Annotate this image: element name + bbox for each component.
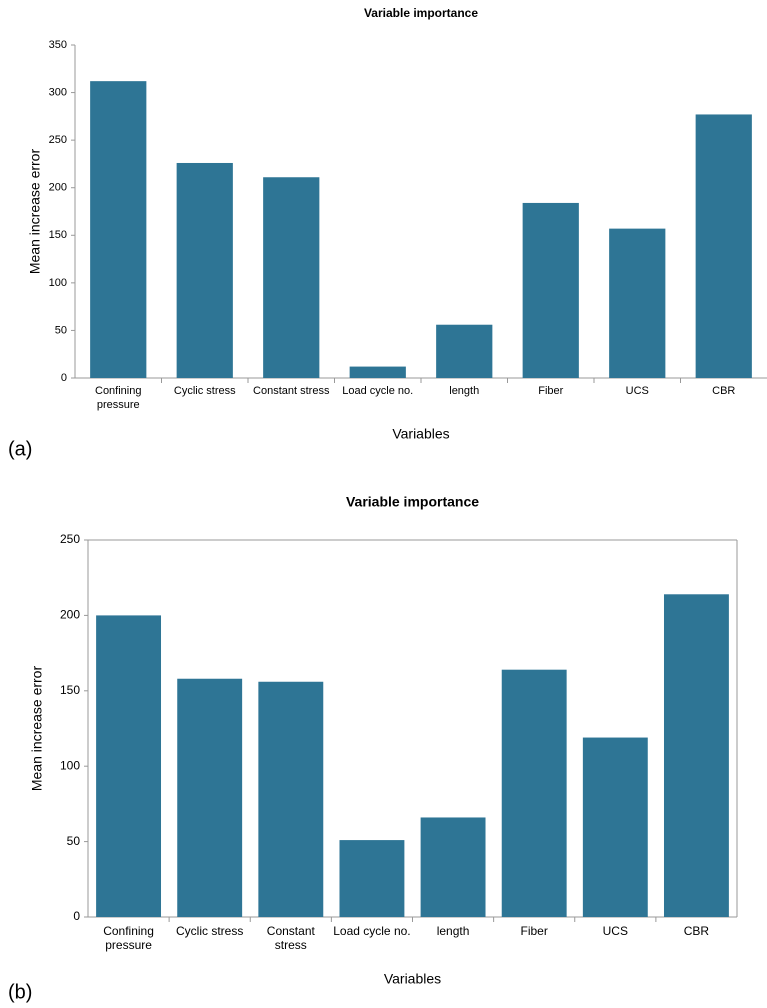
y-tick-label: 150	[60, 683, 80, 697]
x-tick-label-box: Fiber	[520, 924, 548, 938]
x-tick-label: Confining pressure	[95, 385, 142, 411]
x-tick-label-box: UCS	[602, 924, 628, 938]
y-tick-label: 50	[55, 324, 67, 336]
bar	[96, 615, 162, 917]
bar	[177, 678, 243, 917]
bar	[436, 324, 493, 378]
panel-label: (a)	[8, 438, 32, 460]
x-tick-label-box: Cyclic stress	[173, 385, 236, 397]
bar	[582, 737, 648, 917]
bar	[176, 162, 233, 378]
x-tick-label: Fiber	[520, 924, 548, 938]
y-tick-label: 300	[49, 86, 67, 98]
x-tick-label: Fiber	[538, 385, 564, 397]
bar	[263, 177, 320, 378]
x-tick-label-box: length	[436, 924, 470, 938]
y-axis-label: Mean increase error	[29, 666, 45, 792]
x-tick-label: UCS	[602, 924, 628, 938]
x-tick-label-box: CBR	[712, 385, 736, 397]
bar	[663, 594, 729, 917]
y-tick-label: 0	[61, 372, 67, 384]
x-tick-label: CBR	[712, 385, 736, 397]
x-axis-label: Variables	[392, 426, 449, 442]
x-tick-label: Load cycle no.	[333, 924, 411, 938]
x-tick-label-box: CBR	[683, 924, 710, 938]
x-tick-label: length	[436, 924, 470, 938]
bar	[90, 81, 147, 378]
y-axis-label: Mean increase error	[27, 149, 43, 275]
bar	[420, 817, 486, 917]
x-tick-label-box: Cyclic stress	[176, 924, 244, 938]
x-tick-label-box: Load cycle no.	[333, 924, 411, 938]
x-tick-label-box: UCS	[625, 385, 649, 397]
bar	[522, 202, 579, 378]
x-tick-label-box: Confining pressure	[103, 924, 154, 952]
x-tick-label-box: Confining pressure	[95, 385, 142, 411]
y-tick-label: 100	[60, 758, 80, 772]
y-tick-label: 100	[49, 277, 67, 289]
x-tick-label-box: Fiber	[538, 385, 564, 397]
chart-title: Variable importance	[364, 6, 478, 20]
x-tick-label-box: length	[449, 385, 480, 397]
x-tick-label: Cyclic stress	[176, 924, 244, 938]
y-tick-label: 250	[60, 532, 80, 546]
y-tick-label: 250	[49, 134, 67, 146]
bar	[609, 228, 666, 378]
bar	[258, 681, 324, 917]
y-tick-label: 150	[49, 229, 67, 241]
x-tick-label-box: Constant stress	[253, 385, 330, 397]
y-tick-label: 200	[49, 182, 67, 194]
y-tick-label: 50	[67, 834, 81, 848]
y-tick-label: 0	[73, 909, 80, 923]
x-tick-label: CBR	[683, 924, 710, 938]
bar	[349, 366, 406, 378]
panel-label: (b)	[8, 981, 32, 1003]
x-tick-label: Cyclic stress	[173, 385, 236, 397]
x-tick-label: Constant stress	[253, 385, 330, 397]
x-tick-label: UCS	[625, 385, 649, 397]
bar	[339, 840, 405, 917]
y-tick-label: 350	[49, 39, 67, 51]
x-axis-label: Variables	[384, 971, 441, 987]
chart-title: Variable importance	[346, 494, 479, 510]
x-tick-label-box: Load cycle no.	[342, 385, 414, 397]
y-tick-label: 200	[60, 608, 80, 622]
x-tick-label: Constant stress	[266, 924, 315, 952]
x-tick-label: Confining pressure	[103, 924, 154, 952]
bar	[501, 669, 567, 917]
bar	[695, 114, 752, 378]
x-tick-label: length	[449, 385, 480, 397]
x-tick-label-box: Constant stress	[266, 924, 315, 952]
x-tick-label: Load cycle no.	[342, 385, 414, 397]
